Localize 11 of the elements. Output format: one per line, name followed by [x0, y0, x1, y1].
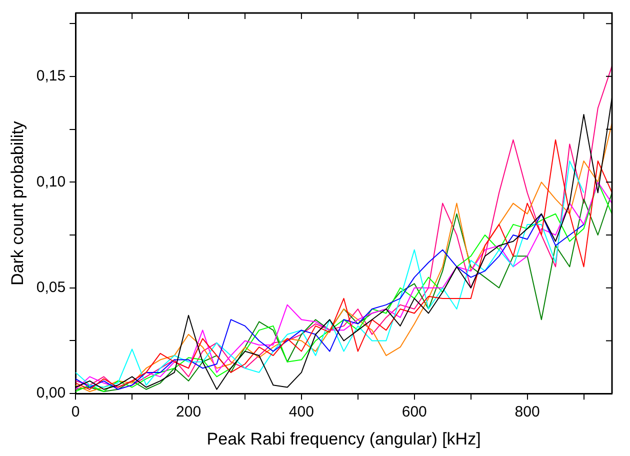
- x-tick-label: 400: [288, 404, 314, 421]
- x-tick-label: 0: [71, 404, 80, 421]
- x-tick-label: 200: [176, 404, 202, 421]
- x-axis-title: Peak Rabi frequency (angular) [kHz]: [206, 429, 481, 448]
- y-tick-label: 0,15: [36, 68, 66, 85]
- y-tick-label: 0,10: [36, 173, 66, 190]
- y-tick-label: 0,05: [36, 279, 66, 296]
- x-tick-label: 800: [514, 404, 540, 421]
- x-tick-label: 600: [402, 404, 427, 421]
- y-axis-title: Dark count probability: [8, 120, 27, 286]
- y-tick-label: 0,00: [36, 384, 66, 402]
